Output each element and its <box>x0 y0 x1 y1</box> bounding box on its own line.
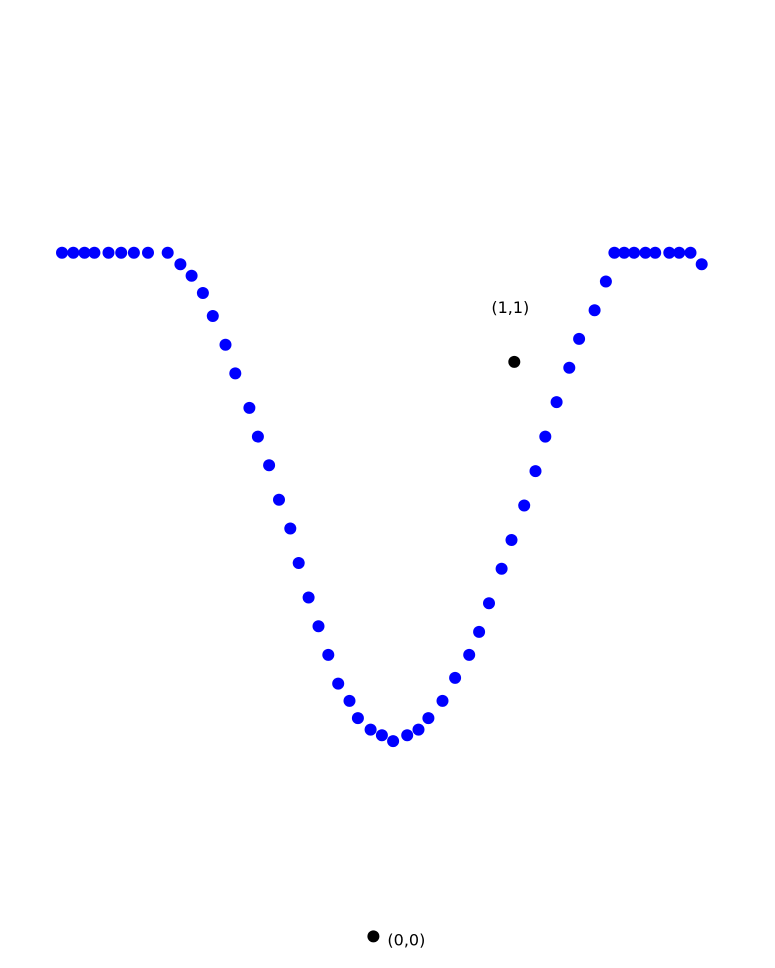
data-point <box>529 465 542 478</box>
data-point <box>539 430 552 443</box>
data-point <box>463 648 476 661</box>
data-point <box>229 367 242 380</box>
data-point <box>102 246 115 259</box>
data-point <box>588 304 601 317</box>
data-point <box>639 246 652 259</box>
data-point <box>351 712 364 725</box>
data-point <box>196 287 209 299</box>
data-point <box>495 562 508 575</box>
data-point <box>78 246 91 259</box>
data-point <box>550 396 563 409</box>
data-point <box>649 246 662 259</box>
data-point <box>436 694 449 707</box>
data-point <box>161 246 174 259</box>
data-point <box>663 246 676 259</box>
data-point <box>332 677 345 690</box>
data-point <box>628 246 641 259</box>
data-point <box>115 246 128 259</box>
data-point <box>243 401 256 414</box>
data-point <box>284 522 297 535</box>
data-point <box>292 557 305 569</box>
data-point <box>375 729 388 742</box>
data-point <box>56 246 68 259</box>
data-point <box>263 459 276 472</box>
data-point <box>695 258 708 271</box>
data-point <box>483 597 495 610</box>
data-point <box>599 275 612 288</box>
data-point <box>449 671 462 684</box>
data-point <box>343 694 356 707</box>
data-point <box>563 361 576 374</box>
data-point <box>312 620 325 633</box>
reference-points: (1,1) (0,0) <box>367 298 529 949</box>
data-point <box>302 591 315 604</box>
data-point <box>518 499 531 512</box>
data-point <box>387 735 400 748</box>
data-point <box>88 246 101 259</box>
data-point <box>364 723 377 736</box>
data-point <box>422 712 435 725</box>
blue-series <box>56 246 708 748</box>
data-point <box>673 246 686 259</box>
data-point <box>219 338 232 351</box>
data-point <box>273 493 285 506</box>
data-point <box>174 258 187 271</box>
data-point <box>608 246 621 259</box>
data-point <box>251 430 264 443</box>
data-point <box>206 310 219 322</box>
data-point <box>322 648 335 661</box>
data-point <box>127 246 140 259</box>
data-point <box>618 246 631 259</box>
data-point <box>185 269 198 282</box>
data-point <box>412 723 425 736</box>
data-point <box>142 246 154 259</box>
reference-point <box>508 355 521 368</box>
data-point <box>401 729 414 742</box>
data-point <box>473 625 486 638</box>
data-point <box>684 246 697 259</box>
reference-point-label: (0,0) <box>387 930 425 949</box>
reference-point-label: (1,1) <box>491 298 529 317</box>
reference-point <box>367 930 380 943</box>
data-point <box>505 534 518 546</box>
data-point <box>573 332 586 345</box>
data-point <box>67 246 80 259</box>
